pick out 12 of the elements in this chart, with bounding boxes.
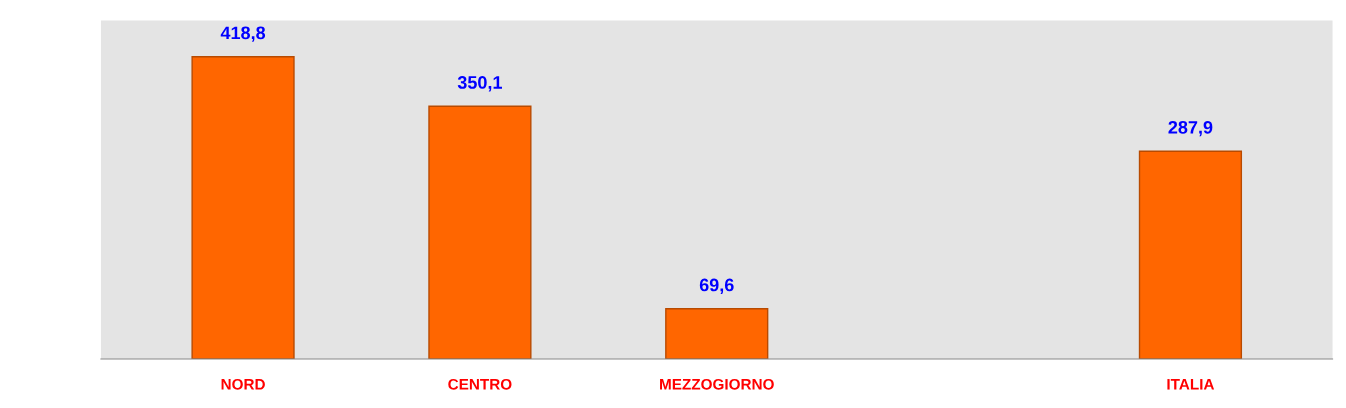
- x-tick-label: NORD: [221, 378, 265, 390]
- data-label: 69,6: [699, 278, 734, 294]
- data-label: 287,9: [1168, 120, 1213, 137]
- x-tick-label: ITALIA: [1167, 379, 1215, 390]
- bar: [665, 308, 769, 360]
- bar: [1138, 150, 1243, 360]
- bar: [428, 105, 532, 360]
- x-tick-label: MEZZOGIORNO: [660, 378, 774, 390]
- data-label: 418,8: [220, 26, 266, 42]
- bar: [191, 55, 295, 360]
- x-tick-label: CENTRO: [448, 378, 512, 390]
- data-label: 350,1: [457, 76, 502, 92]
